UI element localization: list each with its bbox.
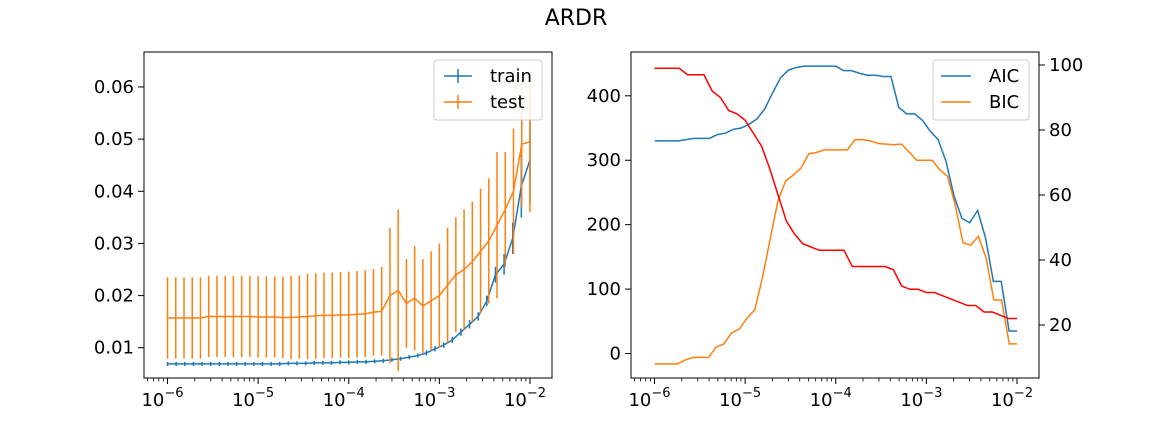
legend-item-BIC: BIC xyxy=(941,92,1019,113)
line-AIC xyxy=(654,65,1017,332)
right-plot-area xyxy=(654,65,1017,365)
right-x-tick-label: 10−3 xyxy=(900,386,942,411)
right-y2-tick-label: 20 xyxy=(1049,315,1072,336)
right-y2-tick-label: 40 xyxy=(1049,250,1072,271)
left-x-tick-label: 10−3 xyxy=(413,386,455,411)
left-y-tick-label: 0.06 xyxy=(94,77,134,98)
left-y-tick-label: 0.03 xyxy=(94,233,134,254)
right-y2-tick-label: 80 xyxy=(1049,120,1072,141)
series-train xyxy=(166,118,531,367)
legend-frame xyxy=(433,59,543,121)
legend-item-train: train xyxy=(444,66,532,87)
left-x-tick-label: 10−4 xyxy=(323,386,365,411)
legend-label-test: test xyxy=(490,92,525,113)
right-y2-tick-label: 60 xyxy=(1049,185,1072,206)
left-y-tick-label: 0.04 xyxy=(94,181,134,202)
right-x-tick-label: 10−2 xyxy=(991,386,1033,411)
right-y-tick-label: 300 xyxy=(587,150,621,171)
left-plot-area xyxy=(166,71,531,372)
legend-frame xyxy=(932,59,1030,121)
line-test xyxy=(167,141,531,319)
right-y2-tick-label: 100 xyxy=(1049,55,1083,76)
right-y-tick-label: 0 xyxy=(610,344,621,365)
right-x-tick-label: 10−4 xyxy=(810,386,852,411)
left-x-tick-label: 10−2 xyxy=(504,386,546,411)
legend-label-AIC: AIC xyxy=(989,66,1019,87)
right-x-tick-label: 10−6 xyxy=(628,386,670,411)
left-y-tick-label: 0.02 xyxy=(94,286,134,307)
right-y-tick-label: 100 xyxy=(587,279,621,300)
left-legend: train test xyxy=(433,59,543,121)
right-axes-frame xyxy=(630,51,1040,379)
right-chart: 10−6 10−5 10−4 10−3 10−2 0 100 200 300 400 20 40 60 8… xyxy=(587,51,1083,411)
legend-item-test: test xyxy=(444,92,525,113)
right-legend: AIC BIC xyxy=(932,59,1030,121)
left-chart: 10−6 10−5 10−4 10−3 10−2 0.01 0.02 0.03 0.04 0.05… xyxy=(94,51,553,411)
line-train xyxy=(167,159,531,365)
legend-item-AIC: AIC xyxy=(941,66,1019,87)
series-test xyxy=(166,71,531,372)
right-y-tick-label: 400 xyxy=(587,86,621,107)
legend-label-train: train xyxy=(490,66,532,87)
right-x-tick-label: 10−5 xyxy=(719,386,761,411)
left-y-tick-label: 0.01 xyxy=(94,338,134,359)
legend-label-BIC: BIC xyxy=(989,92,1019,113)
left-x-tick-label: 10−6 xyxy=(141,386,183,411)
line-BIC xyxy=(654,138,1017,365)
line-right-axis-series xyxy=(654,67,1017,320)
left-y-tick-label: 0.05 xyxy=(94,129,134,150)
left-x-tick-label: 10−5 xyxy=(232,386,274,411)
left-axes-frame xyxy=(143,51,553,379)
right-y-tick-label: 200 xyxy=(587,215,621,236)
figure-title: ARDR xyxy=(545,6,608,31)
